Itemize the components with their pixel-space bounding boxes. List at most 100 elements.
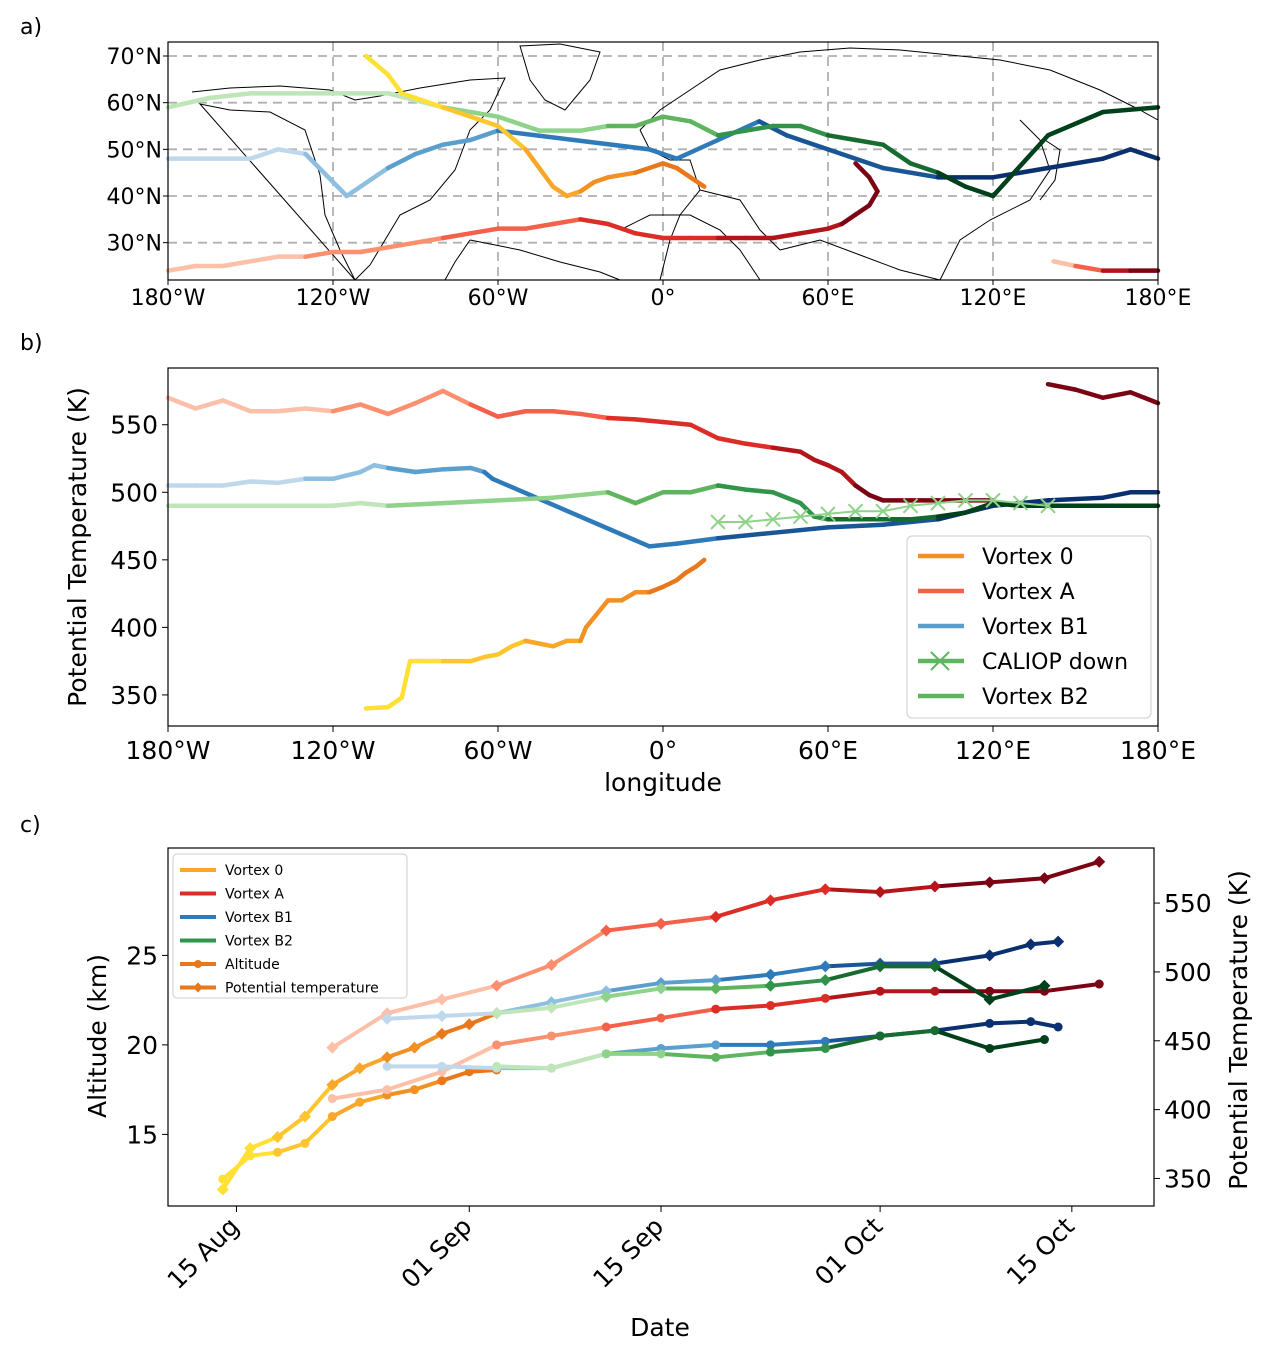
legend-label-potential-temperature: Potential temperature <box>225 981 379 997</box>
series-vortex-b2-potential-temperature-segment <box>549 994 609 1010</box>
series-vortex-0-altitude-segment <box>385 1087 417 1098</box>
series-vortex-a-potential-temperature-segment <box>494 963 554 988</box>
series-vortex-a-altitude-marker <box>382 1085 392 1095</box>
track-vortex-a-segment <box>523 221 556 231</box>
series-vortex-b1-altitude-segment <box>659 1042 718 1051</box>
series-vortex-a-potential-temperature-marker <box>1038 872 1051 885</box>
xtick-label: 0° <box>649 736 677 765</box>
track-vortex-b2-segment <box>688 483 721 495</box>
track-vortex-b2-segment <box>743 123 776 133</box>
ytick-label-right: 350 <box>1164 1164 1212 1193</box>
track-vortex-b1-segment <box>495 128 652 152</box>
track-vortex-b1-segment <box>372 463 391 471</box>
series-vortex-b1-altitude-marker <box>766 1040 776 1050</box>
series-vortex-0-potential-temperature-segment <box>412 1031 444 1050</box>
track-vortex-b1-segment <box>674 535 721 546</box>
series-vortex-b2-altitude-marker <box>930 1026 940 1036</box>
track-vortex-b1-segment <box>385 465 418 475</box>
legend-marker-circle <box>194 960 202 968</box>
series-vortex-0-potential-temperature-marker <box>353 1062 366 1075</box>
series-vortex-b2-altitude-segment <box>932 1028 992 1051</box>
track-vortex-b2-segment <box>715 483 748 492</box>
track-vortex-b2-segment <box>165 95 212 110</box>
ytick-label: 70°N <box>107 45 162 70</box>
track-vortex-b2-segment <box>770 490 803 506</box>
series-vortex-b2-altitude-segment <box>768 1046 828 1055</box>
track-vortex-0-segment <box>633 161 666 175</box>
track-caliop-down-segment <box>992 499 1022 505</box>
series-vortex-0-potential-temperature-segment <box>330 1066 362 1087</box>
series-vortex-0-potential-temperature-segment <box>220 1146 253 1192</box>
series-vortex-0-altitude-segment <box>302 1114 335 1146</box>
track-vortex-a-segment <box>825 463 844 475</box>
series-vortex-0-potential-temperature-marker <box>381 1051 394 1064</box>
series-vortex-0-altitude-marker <box>218 1174 228 1184</box>
series-vortex-0-altitude-marker <box>327 1112 337 1121</box>
track-vortex-a-segment <box>303 249 336 259</box>
track-vortex-a-segment <box>193 398 226 411</box>
series-vortex-0-altitude-marker <box>410 1085 419 1095</box>
track-vortex-b1-segment <box>825 147 886 171</box>
track-vortex-b1-segment <box>1128 147 1161 161</box>
legend-label-vortex-0: Vortex 0 <box>225 863 283 879</box>
track-vortex-b2-segment <box>812 514 831 522</box>
track-vortex-b1-segment <box>303 151 336 185</box>
track-vortex-b1-segment <box>248 479 281 486</box>
ytick-label-right: 450 <box>1164 1027 1212 1056</box>
track-vortex-a-east-segment <box>1051 259 1078 269</box>
track-vortex-0-segment <box>578 625 589 644</box>
xtick-label: 180°W <box>131 286 206 311</box>
track-vortex-a-segment <box>867 189 880 208</box>
track-vortex-0-segment <box>537 165 556 189</box>
series-vortex-a-potential-temperature-segment <box>878 884 937 895</box>
ytick-label: 40°N <box>107 185 162 210</box>
series-vortex-b2-altitude-marker <box>601 1049 611 1059</box>
track-caliop-down-marker <box>930 495 946 511</box>
series-vortex-b2-altitude-marker <box>1039 1035 1049 1045</box>
series-vortex-b1-potential-temperature-segment <box>987 942 1033 958</box>
series-vortex-b2-potential-temperature-segment <box>932 964 992 1002</box>
series-vortex-0-altitude-marker <box>355 1097 365 1107</box>
track-vortex-a-segment <box>688 422 721 441</box>
series-vortex-0-potential-temperature-marker <box>408 1041 421 1054</box>
series-vortex-a-altitude-segment <box>768 996 828 1008</box>
series-vortex-b2-altitude-segment <box>659 1051 718 1060</box>
track-vortex-b2-segment <box>385 500 446 509</box>
series-vortex-b1-potential-temperature-segment <box>659 978 718 985</box>
track-vortex-0-segment <box>647 584 666 595</box>
panel-b-xticks: 180°W 120°W 60°W 0° 60°E 120°E 180°E <box>126 726 1196 765</box>
track-vortex-0-segment <box>523 147 542 171</box>
series-vortex-a-potential-temperature-segment <box>330 1011 390 1050</box>
series-vortex-a-potential-temperature-segment <box>1042 859 1102 881</box>
series-vortex-0-potential-temperature-segment <box>275 1114 307 1140</box>
track-caliop-down-segment <box>799 512 829 518</box>
panel-c-label: c) <box>20 813 41 838</box>
track-vortex-b1-segment <box>880 517 941 527</box>
series-vortex-a-altitude-segment <box>659 1007 718 1021</box>
xtick-label: 60°E <box>802 286 855 311</box>
track-vortex-b1-segment <box>1100 490 1133 500</box>
series-vortex-0-altitude-segment <box>439 1069 472 1083</box>
track-vortex-0-segment <box>688 175 707 189</box>
series-vortex-b1-potential-temperature-segment <box>549 989 609 1005</box>
panel-b-legend-box <box>906 535 1152 719</box>
track-vortex-b1-segment <box>248 147 281 161</box>
xtick-label: 15 Sep <box>587 1212 669 1294</box>
series-vortex-b2-altitude-marker <box>820 1043 830 1053</box>
track-caliop-down-segment <box>909 502 939 507</box>
track-caliop-down-marker <box>1012 495 1029 511</box>
track-vortex-0-segment <box>660 161 679 171</box>
series-vortex-b1-potential-temperature-segment <box>768 964 828 977</box>
track-vortex-a-segment <box>633 417 666 425</box>
series-vortex-0-altitude-segment <box>330 1100 362 1119</box>
track-vortex-a-segment <box>440 231 473 241</box>
xtick-label: 120°W <box>296 286 371 311</box>
panel-c-yticks-left: 15 20 25 <box>126 941 168 1149</box>
series-vortex-b2-potential-temperature-marker <box>655 982 667 995</box>
track-vortex-b1-segment <box>220 479 253 488</box>
series-vortex-a-altitude-segment <box>823 989 883 1001</box>
track-vortex-b1-segment <box>358 165 391 189</box>
series-vortex-b2-altitude-marker <box>766 1047 776 1057</box>
series-vortex-a-altitude-marker <box>656 1013 666 1023</box>
track-vortex-a-segment <box>839 469 858 488</box>
